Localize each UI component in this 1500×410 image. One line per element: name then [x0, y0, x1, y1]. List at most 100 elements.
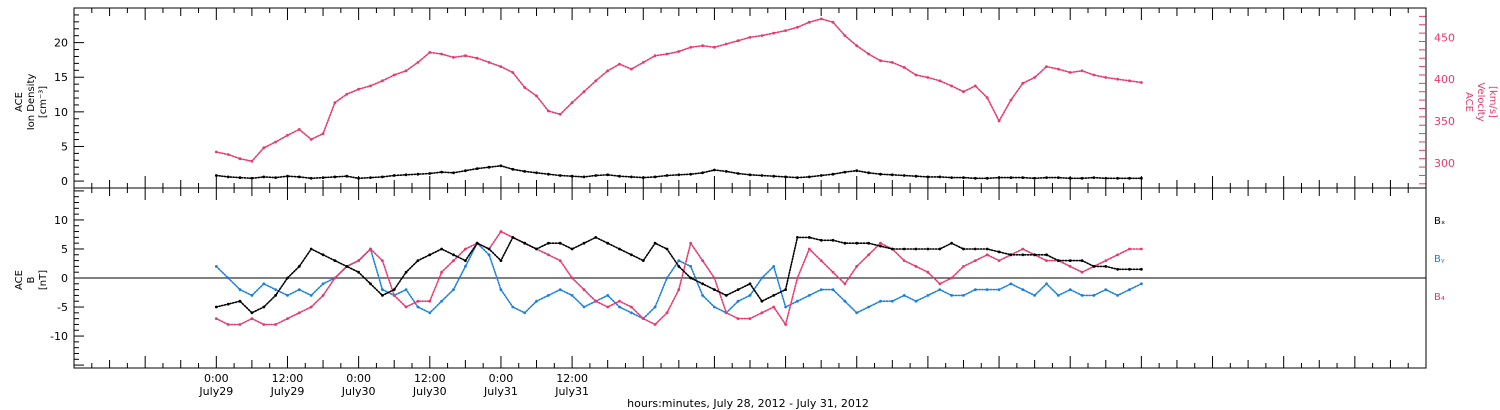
bz-point	[274, 323, 277, 326]
field-axis-title-line2: B	[26, 276, 37, 283]
by-point	[666, 277, 669, 280]
bx-point	[405, 271, 408, 274]
velocity-point	[1081, 69, 1084, 72]
bx-point	[511, 236, 514, 239]
velocity-point	[559, 113, 562, 116]
velocity-point	[286, 134, 289, 137]
bz-point	[571, 277, 574, 280]
density-point	[1045, 176, 1048, 179]
bx-point	[784, 288, 787, 291]
bz-point	[239, 323, 242, 326]
bz-point	[1116, 253, 1119, 256]
bx-point	[654, 242, 657, 245]
by-point	[772, 265, 775, 268]
density-point	[1128, 177, 1131, 180]
bx-point	[749, 282, 752, 285]
bx-point	[369, 282, 372, 285]
density-point	[606, 173, 609, 176]
date-tick-label: July31	[554, 385, 589, 398]
by-point	[986, 288, 989, 291]
bx-point	[286, 277, 289, 280]
velocity-point	[761, 34, 764, 37]
velocity-point	[239, 157, 242, 160]
bx-point	[583, 242, 586, 245]
by-point	[559, 288, 562, 291]
by-point	[298, 288, 301, 291]
bx-point	[500, 259, 503, 262]
bx-point	[1116, 268, 1119, 271]
by-point	[796, 300, 799, 303]
density-point	[405, 173, 408, 176]
velocity-point	[511, 71, 514, 74]
bz-point	[808, 248, 811, 251]
velocity-point	[784, 29, 787, 32]
by-point	[761, 277, 764, 280]
velocity-point	[642, 61, 645, 64]
velocity-point	[974, 85, 977, 88]
density-point	[262, 176, 265, 179]
bz-point	[630, 306, 633, 309]
date-tick-label: July30	[412, 385, 447, 398]
density-point	[440, 171, 443, 174]
bx-point	[1093, 265, 1096, 268]
field-tick-label: -5	[57, 301, 68, 314]
bz-point	[725, 311, 728, 314]
by-point	[630, 311, 633, 314]
density-point	[547, 173, 550, 176]
bx-point	[927, 248, 930, 251]
velocity-tick-label: 300	[1434, 157, 1455, 170]
bz-point	[559, 259, 562, 262]
time-tick-label: 0:00	[489, 372, 514, 385]
density-point	[701, 171, 704, 174]
bz-point	[962, 265, 965, 268]
bz-point	[381, 259, 384, 262]
bx-point	[879, 245, 882, 248]
bz-point	[986, 253, 989, 256]
bz-point	[915, 265, 918, 268]
density-point	[1010, 176, 1013, 179]
by-point	[677, 259, 680, 262]
density-point	[1057, 176, 1060, 179]
bx-point	[713, 288, 716, 291]
velocity-point	[1057, 68, 1060, 71]
bx-point	[1033, 253, 1036, 256]
by-point	[879, 300, 882, 303]
density-point	[334, 176, 337, 179]
velocity-point	[618, 63, 621, 66]
velocity-point	[583, 90, 586, 93]
bz-point	[737, 317, 740, 320]
by-point	[1069, 288, 1072, 291]
velocity-point	[1045, 65, 1048, 68]
bx-point	[476, 242, 479, 245]
bz-point	[666, 311, 669, 314]
by-point	[262, 282, 265, 285]
velocity-point	[855, 44, 858, 47]
date-tick-label: July31	[483, 385, 518, 398]
velocity-point	[1104, 76, 1107, 79]
field-axis-title-line1: ACE	[14, 270, 25, 290]
bz-point	[1069, 265, 1072, 268]
density-axis-title-line1: ACE	[14, 92, 25, 112]
velocity-point	[844, 34, 847, 37]
velocity-point	[440, 53, 443, 56]
velocity-point	[464, 54, 467, 57]
bx-point	[559, 242, 562, 245]
velocity-point	[405, 69, 408, 72]
by-point	[654, 306, 657, 309]
bz-point	[1140, 248, 1143, 251]
by-point	[251, 294, 254, 297]
bx-point	[452, 253, 455, 256]
by-point	[713, 306, 716, 309]
velocity-point	[1069, 71, 1072, 74]
bz-point	[1128, 248, 1131, 251]
bz-point	[879, 242, 882, 245]
velocity-point	[547, 110, 550, 113]
bz-point	[927, 271, 930, 274]
bx-point	[1104, 265, 1107, 268]
density-point	[855, 169, 858, 172]
velocity-tick-label: 450	[1434, 31, 1455, 44]
bx-point	[440, 248, 443, 251]
density-point	[666, 174, 669, 177]
velocity-point	[1140, 81, 1143, 84]
